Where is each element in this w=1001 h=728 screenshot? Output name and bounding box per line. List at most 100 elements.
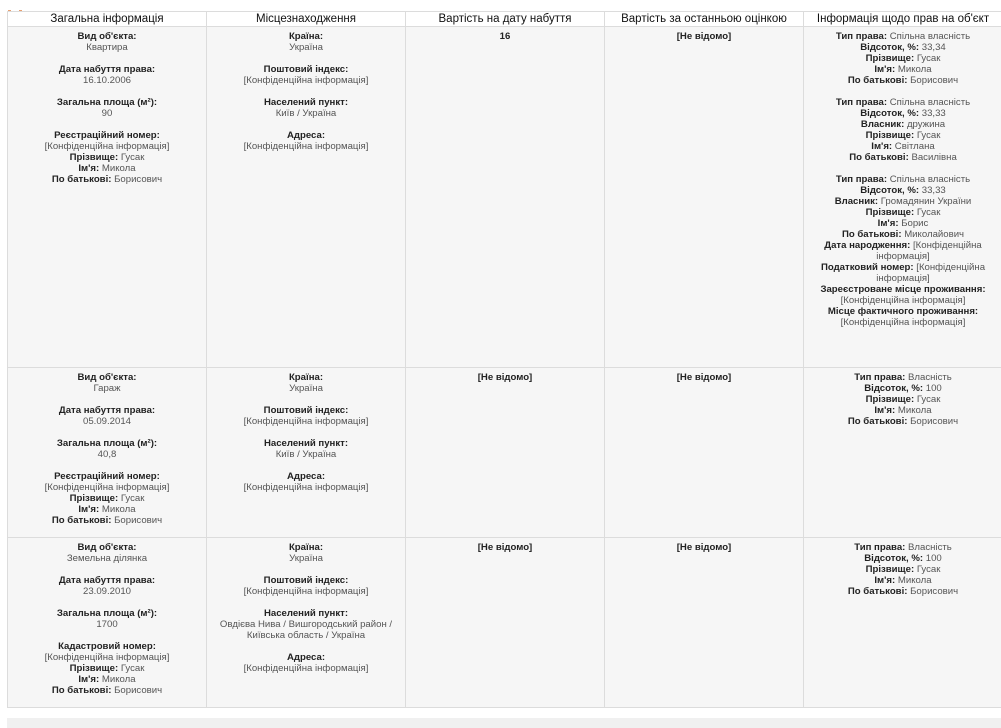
field: По батькові: Борисович [810,75,996,86]
field: Адреса:[Конфіденційна інформація] [213,471,399,493]
header-cost-acquisition: Вартість на дату набуття [406,12,605,27]
field-label: Власник: [861,119,904,130]
field-label: Дата народження: [824,240,910,251]
field-value: Борисович [114,174,162,185]
field-label: Тип права: [854,542,905,553]
field: Країна:Україна [213,542,399,564]
field: Населений пункт:Овдієва Нива / Вишгородс… [213,608,399,641]
field-label: Ім'я: [78,163,99,174]
field-value: Гараж [93,383,120,394]
field-group: Населений пункт:Київ / Україна [213,97,399,119]
field-value: 90 [102,108,113,119]
field-group: Адреса:[Конфіденційна інформація] [213,130,399,152]
cell-cost-acquisition: [Не відомо] [406,368,605,538]
field-value: Гусак [917,130,941,141]
field-value: Микола [898,575,932,586]
header-cost-last: Вартість за останньою оцінкою [605,12,804,27]
field-label: Вид об'єкта: [78,542,137,553]
field-label: По батькові: [52,515,112,526]
field-label: Поштовий індекс: [264,575,349,586]
field-value: 33,33 [922,108,946,119]
field-value: Микола [102,674,136,685]
field: Країна:Україна [213,372,399,394]
field-label: Прізвище: [866,207,915,218]
cell-location: Країна:Україна Поштовий індекс:[Конфіденц… [207,368,406,538]
field-label: Ім'я: [878,218,899,229]
field-label: Прізвище: [866,564,915,575]
field: Прізвище: Гусак [14,493,200,504]
field-label: Загальна площа (м²): [57,438,157,449]
field-label: Зареєстроване місце проживання: [820,284,985,295]
field: Ім'я: Світлана [810,141,996,152]
field: Місце фактичного проживання: [Конфіденці… [810,306,996,328]
field-group: Поштовий індекс:[Конфіденційна інформаці… [213,405,399,427]
field-label: Ім'я: [871,141,892,152]
field-group: Країна:Україна [213,372,399,394]
field-value: Гусак [917,53,941,64]
field-value: 100 [926,383,942,394]
field: Адреса:[Конфіденційна інформація] [213,130,399,152]
field: Дата набуття права:05.09.2014 [14,405,200,427]
field-label: Адреса: [287,652,325,663]
field-value: Київ / Україна [276,108,337,119]
field-label: Вид об'єкта: [78,31,137,42]
field-label: Податковий номер: [821,262,914,273]
field-value: Гусак [121,493,145,504]
field-value: Микола [102,504,136,515]
field-value: Гусак [917,564,941,575]
header-general: Загальна інформація [8,12,207,27]
cost-acquisition-value: 16 [500,31,511,42]
field-group: Населений пункт:Овдієва Нива / Вишгородс… [213,608,399,641]
field: Загальна площа (м²):40,8 [14,438,200,460]
field: Ім'я: Микола [810,575,996,586]
field-value: Власність [908,542,952,553]
field: Реєстраційний номер:[Конфіденційна інфор… [14,130,200,152]
field-value: Власність [908,372,952,383]
field-group: Дата набуття права:23.09.2010 [14,575,200,597]
field-label: Тип права: [836,174,887,185]
field: Зареєстроване місце проживання: [Конфіде… [810,284,996,306]
field-value: [Конфіденційна інформація] [841,295,966,306]
field-value: [Конфіденційна інформація] [244,586,369,597]
field-value: [Конфіденційна інформація] [244,75,369,86]
field-value: 33,33 [922,185,946,196]
field-group: Вид об'єкта:Квартира [14,31,200,53]
cell-cost-last: [Не відомо] [605,538,804,708]
field: Тип права: Власність [810,372,996,383]
field-group: Загальна площа (м²):1700 [14,608,200,630]
field-group: Дата набуття права:05.09.2014 [14,405,200,427]
cost-acquisition-value: [Не відомо] [478,372,533,383]
field: Тип права: Спільна власність [810,31,996,42]
field-value: Земельна ділянка [67,553,147,564]
field-group: Населений пункт:Київ / Україна [213,438,399,460]
field-value: [Конфіденційна інформація] [244,416,369,427]
field: Ім'я: Борис [810,218,996,229]
cell-location: Країна:Україна Поштовий індекс:[Конфіденц… [207,538,406,708]
field: Вид об'єкта:Гараж [14,372,200,394]
cell-general: Вид об'єкта:Гараж Дата набуття права:05.0… [8,368,207,538]
cell-cost-last: [Не відомо] [605,368,804,538]
field-value: 100 [926,553,942,564]
field-label: По батькові: [849,152,909,163]
field-value: Гусак [121,663,145,674]
cost-last-value: [Не відомо] [677,372,732,383]
field-label: Прізвище: [70,663,119,674]
field-value: [Конфіденційна інформація] [841,317,966,328]
field-value: Україна [289,383,323,394]
field: Дата народження: [Конфіденційна інформац… [810,240,996,262]
field: Реєстраційний номер:[Конфіденційна інфор… [14,471,200,493]
field-label: Дата набуття права: [59,405,155,416]
field-label: Реєстраційний номер: [54,471,160,482]
field-value: Гусак [917,207,941,218]
field-value: 16.10.2006 [83,75,131,86]
field-label: Відсоток, %: [864,553,923,564]
field-value: [Конфіденційна інформація] [45,482,170,493]
field-group: Вид об'єкта:Земельна ділянка [14,542,200,564]
field-value: 23.09.2010 [83,586,131,597]
field-label: По батькові: [848,586,908,597]
field: Ім'я: Микола [14,163,200,174]
field-label: Тип права: [836,97,887,108]
